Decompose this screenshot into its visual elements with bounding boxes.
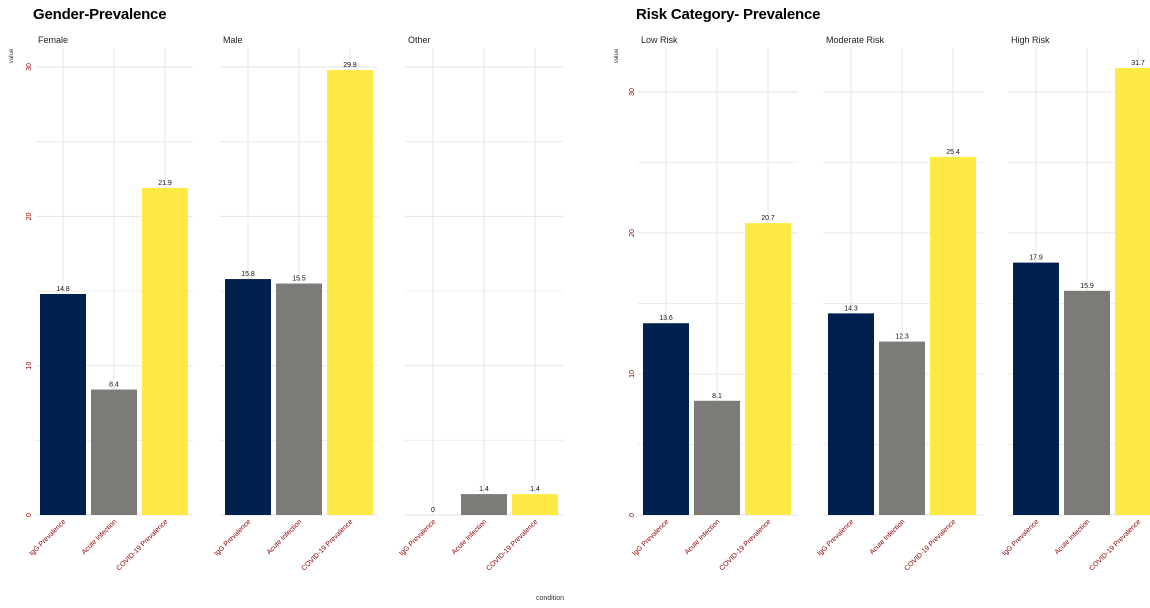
chart1-male-data-label-covid-19-prevalence: 29.8 <box>343 62 357 69</box>
chart2-high-risk-category-label-acute-infection: Acute Infection <box>1054 518 1092 556</box>
chart2-high-risk-data-label-covid-19-prevalence: 31.7 <box>1131 60 1145 67</box>
chart1-female-facet-label: Female <box>38 35 68 45</box>
chart1-female-data-label-acute-infection: 8.4 <box>109 382 119 389</box>
chart2-y-tick-label: 0 <box>629 513 636 517</box>
chart1-other-data-label-covid-19-prevalence: 1.4 <box>530 486 540 493</box>
chart2-y-tick-label: 30 <box>629 88 636 96</box>
chart2-low-risk-bar-acute-infection <box>694 400 740 515</box>
chart1-female-bar-igg-prevalence <box>40 293 86 515</box>
chart1-y-tick-label: 20 <box>26 212 33 220</box>
chart2-moderate-risk-data-label-covid-19-prevalence: 25.4 <box>946 149 960 156</box>
chart1-y-axis-label: value <box>9 48 15 63</box>
chart-title-risk: Risk Category- Prevalence <box>636 6 821 23</box>
chart2-high-risk-data-label-acute-infection: 15.9 <box>1080 283 1094 290</box>
chart2-low-risk-data-label-covid-19-prevalence: 20.7 <box>761 215 775 222</box>
chart2-low-risk-bar-covid-19-prevalence <box>745 223 791 515</box>
chart1-other-category-label-covid-19-prevalence: COVID-19 Prevalence <box>485 518 539 572</box>
chart1-male-bar-covid-19-prevalence <box>327 69 373 515</box>
chart2-y-tick-label: 20 <box>629 229 636 237</box>
chart1-male-data-label-acute-infection: 15.5 <box>292 276 306 283</box>
chart1-female-category-label-acute-infection: Acute Infection <box>81 518 119 556</box>
chart1-female-category-label-igg-prevalence: IgG Prevalence <box>28 518 67 557</box>
chart1-other-data-label-acute-infection: 1.4 <box>479 486 489 493</box>
chart2-y-tick-label: 10 <box>629 370 636 378</box>
chart2-moderate-risk-bar-acute-infection <box>879 341 925 515</box>
chart2-high-risk-data-label-igg-prevalence: 17.9 <box>1029 255 1043 262</box>
chart1-female-data-label-igg-prevalence: 14.8 <box>56 286 70 293</box>
chart2-low-risk-category-label-covid-19-prevalence: COVID-19 Prevalence <box>718 518 772 572</box>
chart1-male-category-label-igg-prevalence: IgG Prevalence <box>213 518 252 557</box>
chart2-high-risk-category-label-covid-19-prevalence: COVID-19 Prevalence <box>1088 518 1142 572</box>
chart1-other-facet-label: Other <box>408 35 431 45</box>
chart1-y-tick-label: 10 <box>26 362 33 370</box>
chart1-male-category-label-covid-19-prevalence: COVID-19 Prevalence <box>300 518 354 572</box>
chart2-moderate-risk-category-label-acute-infection: Acute Infection <box>869 518 907 556</box>
chart2-moderate-risk-bar-igg-prevalence <box>828 313 874 515</box>
chart2-low-risk-data-label-igg-prevalence: 13.6 <box>659 315 673 322</box>
chart2-high-risk-bar-acute-infection <box>1064 290 1110 515</box>
chart2-high-risk-bar-covid-19-prevalence <box>1115 68 1150 515</box>
chart1-male-bar-igg-prevalence <box>225 279 271 515</box>
chart1-male-data-label-igg-prevalence: 15.8 <box>241 271 255 278</box>
chart1-female-category-label-covid-19-prevalence: COVID-19 Prevalence <box>115 518 169 572</box>
chart1-y-tick-label: 0 <box>26 513 33 517</box>
chart1-other-category-label-igg-prevalence: IgG Prevalence <box>398 518 437 557</box>
chart1-other-bar-covid-19-prevalence <box>512 494 558 515</box>
chart1-male-facet-label: Male <box>223 35 243 45</box>
chart2-moderate-risk-category-label-igg-prevalence: IgG Prevalence <box>816 518 855 557</box>
x-axis-label: condition <box>536 595 564 602</box>
chart1-other-bar-acute-infection <box>461 494 507 515</box>
chart2-moderate-risk-bar-covid-19-prevalence <box>930 156 976 516</box>
chart2-y-axis-label: value <box>614 48 620 63</box>
chart2-high-risk-bar-igg-prevalence <box>1013 262 1059 515</box>
chart2-moderate-risk-facet-label: Moderate Risk <box>826 35 885 45</box>
chart2-low-risk-bar-igg-prevalence <box>643 323 689 515</box>
chart1-y-tick-label: 30 <box>26 63 33 71</box>
chart1-female-data-label-covid-19-prevalence: 21.9 <box>158 180 172 187</box>
chart2-low-risk-data-label-acute-infection: 8.1 <box>712 393 722 400</box>
chart-title-gender: Gender-Prevalence <box>33 6 167 23</box>
chart2-high-risk-facet-label: High Risk <box>1011 35 1050 45</box>
chart1-male-category-label-acute-infection: Acute Infection <box>266 518 304 556</box>
chart2-moderate-risk-category-label-covid-19-prevalence: COVID-19 Prevalence <box>903 518 957 572</box>
chart1-other-category-label-acute-infection: Acute Infection <box>451 518 489 556</box>
chart2-low-risk-facet-label: Low Risk <box>641 35 678 45</box>
chart2-moderate-risk-data-label-igg-prevalence: 14.3 <box>844 305 858 312</box>
chart2-high-risk-category-label-igg-prevalence: IgG Prevalence <box>1001 518 1040 557</box>
chart2-low-risk-category-label-igg-prevalence: IgG Prevalence <box>631 518 670 557</box>
chart2-moderate-risk-data-label-acute-infection: 12.3 <box>895 334 909 341</box>
chart1-other-data-label-igg-prevalence: 0 <box>431 507 435 514</box>
chart2-low-risk-category-label-acute-infection: Acute Infection <box>684 518 722 556</box>
chart1-male-bar-acute-infection <box>276 283 322 515</box>
chart1-female-bar-covid-19-prevalence <box>142 187 188 515</box>
chart1-female-bar-acute-infection <box>91 389 137 515</box>
